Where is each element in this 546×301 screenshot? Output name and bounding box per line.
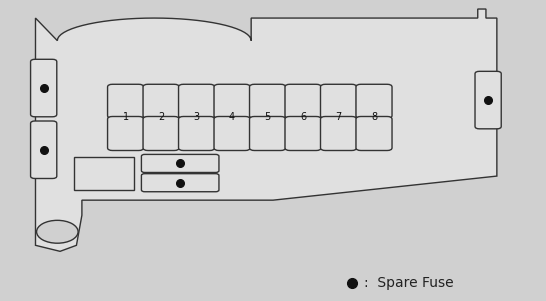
FancyBboxPatch shape	[141, 154, 219, 172]
Text: 5: 5	[264, 112, 271, 123]
FancyBboxPatch shape	[356, 84, 392, 118]
FancyBboxPatch shape	[356, 116, 392, 150]
FancyBboxPatch shape	[321, 84, 357, 118]
FancyBboxPatch shape	[214, 116, 250, 150]
FancyBboxPatch shape	[179, 116, 215, 150]
Bar	[74, 157, 134, 190]
FancyBboxPatch shape	[143, 116, 179, 150]
Text: 2: 2	[158, 112, 164, 123]
FancyBboxPatch shape	[179, 84, 215, 118]
FancyBboxPatch shape	[285, 84, 321, 118]
FancyBboxPatch shape	[250, 116, 286, 150]
Text: 7: 7	[335, 112, 342, 123]
FancyBboxPatch shape	[285, 116, 321, 150]
Circle shape	[37, 220, 78, 243]
Text: 1: 1	[122, 112, 129, 123]
FancyBboxPatch shape	[108, 116, 144, 150]
Text: 6: 6	[300, 112, 306, 123]
FancyBboxPatch shape	[214, 84, 250, 118]
Polygon shape	[35, 9, 497, 251]
FancyBboxPatch shape	[250, 84, 286, 118]
Text: :  Spare Fuse: : Spare Fuse	[364, 276, 454, 290]
Text: 4: 4	[229, 112, 235, 123]
Text: 8: 8	[371, 112, 377, 123]
FancyBboxPatch shape	[475, 71, 501, 129]
FancyBboxPatch shape	[31, 121, 57, 178]
Text: 3: 3	[193, 112, 200, 123]
FancyBboxPatch shape	[31, 59, 57, 117]
FancyBboxPatch shape	[143, 84, 179, 118]
FancyBboxPatch shape	[141, 174, 219, 192]
FancyBboxPatch shape	[108, 84, 144, 118]
FancyBboxPatch shape	[321, 116, 357, 150]
